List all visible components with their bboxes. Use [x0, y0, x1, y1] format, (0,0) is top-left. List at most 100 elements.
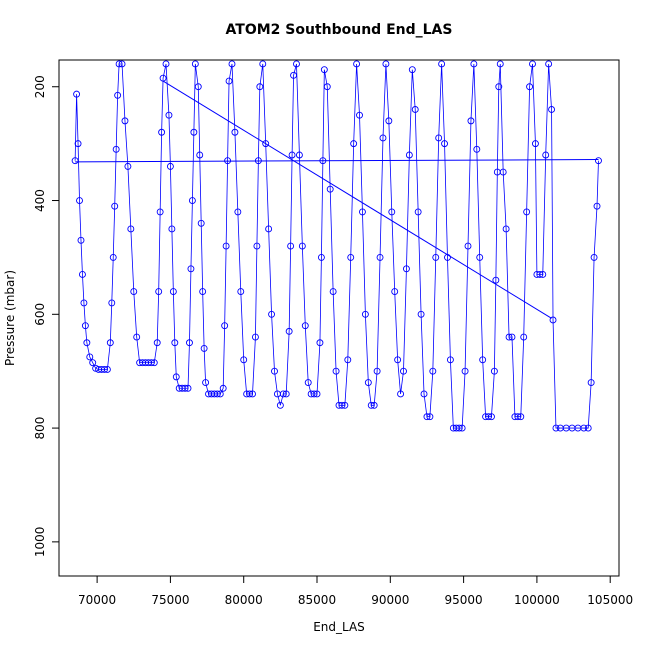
- data-point: [495, 83, 503, 91]
- data-point: [246, 390, 254, 398]
- x-tick-label: 85000: [298, 593, 336, 607]
- data-point: [73, 90, 81, 98]
- data-point: [153, 339, 161, 347]
- data-point: [187, 265, 195, 273]
- data-point: [222, 242, 230, 250]
- data-point: [435, 134, 443, 142]
- data-point: [114, 91, 122, 99]
- y-tick-label: 1000: [33, 527, 47, 558]
- data-point: [165, 111, 173, 119]
- data-line: [74, 63, 599, 429]
- data-point: [542, 151, 550, 159]
- data-point: [301, 322, 309, 330]
- data-point: [118, 60, 126, 68]
- data-point: [429, 367, 437, 375]
- data-point: [316, 339, 324, 347]
- data-point: [441, 140, 448, 148]
- data-point: [347, 253, 355, 261]
- data-point: [361, 310, 369, 318]
- data-point: [464, 242, 472, 250]
- data-point: [285, 327, 293, 335]
- data-point: [169, 288, 177, 295]
- data-point: [411, 106, 419, 113]
- data-point: [370, 401, 378, 409]
- data-point: [80, 299, 88, 307]
- x-tick-label: 90000: [371, 593, 409, 607]
- data-point: [76, 197, 83, 204]
- data-point: [432, 253, 440, 261]
- y-tick-label: 400: [33, 189, 47, 212]
- data-point: [293, 60, 300, 68]
- data-point: [186, 339, 193, 347]
- data-point: [479, 356, 487, 364]
- data-point: [197, 219, 205, 227]
- data-point: [367, 401, 375, 409]
- data-point: [147, 359, 155, 367]
- data-point: [502, 225, 510, 233]
- data-point: [253, 242, 261, 250]
- data-point: [526, 83, 534, 91]
- data-point: [287, 242, 295, 250]
- chart-title: ATOM2 Southbound End_LAS: [226, 22, 453, 38]
- plot-area: [71, 60, 602, 432]
- x-tick-label: 75000: [151, 593, 189, 607]
- data-point: [356, 111, 363, 119]
- data-point: [580, 424, 588, 432]
- data-point: [279, 390, 287, 398]
- data-point: [290, 71, 298, 79]
- data-point: [446, 356, 454, 364]
- data-point: [158, 128, 166, 136]
- data-point: [200, 344, 208, 352]
- data-point: [112, 145, 120, 153]
- data-point: [282, 390, 290, 398]
- data-point: [317, 253, 325, 261]
- data-point: [552, 424, 560, 432]
- data-point: [485, 413, 492, 421]
- data-point: [276, 401, 284, 409]
- data-point: [338, 401, 346, 409]
- data-point: [156, 208, 164, 216]
- data-point: [326, 185, 334, 193]
- data-point: [74, 140, 82, 148]
- data-point: [172, 373, 180, 381]
- data-point: [490, 367, 498, 375]
- data-point: [71, 157, 79, 165]
- y-tick-label: 200: [33, 75, 47, 98]
- data-point: [590, 253, 598, 261]
- data-point: [234, 208, 242, 216]
- data-point: [400, 367, 407, 375]
- data-point: [108, 299, 116, 307]
- data-point: [373, 367, 381, 375]
- data-point: [517, 413, 525, 421]
- data-point: [265, 225, 273, 233]
- data-point: [271, 367, 278, 375]
- data-point: [341, 401, 349, 409]
- x-tick-label: 95000: [445, 593, 483, 607]
- data-point: [106, 339, 114, 347]
- data-point: [593, 202, 601, 210]
- data-point: [155, 288, 163, 295]
- data-point: [476, 253, 484, 261]
- data-point: [548, 106, 556, 113]
- data-point: [199, 288, 207, 295]
- data-point: [100, 366, 108, 373]
- data-point: [394, 356, 402, 364]
- x-tick-label: 105000: [587, 593, 633, 607]
- data-point: [388, 208, 396, 216]
- data-point: [414, 208, 422, 216]
- data-point: [595, 157, 602, 165]
- data-point: [405, 151, 413, 159]
- data-point: [473, 145, 481, 153]
- data-point: [295, 151, 303, 159]
- data-point: [423, 413, 431, 421]
- data-point: [79, 271, 86, 278]
- data-point: [103, 366, 111, 373]
- data-point: [353, 60, 361, 68]
- data-point: [310, 390, 318, 398]
- data-point: [508, 333, 516, 341]
- y-tick-label: 600: [33, 303, 47, 326]
- data-point: [426, 413, 434, 421]
- data-point: [166, 162, 174, 170]
- data-point: [304, 379, 312, 387]
- data-point: [488, 413, 495, 421]
